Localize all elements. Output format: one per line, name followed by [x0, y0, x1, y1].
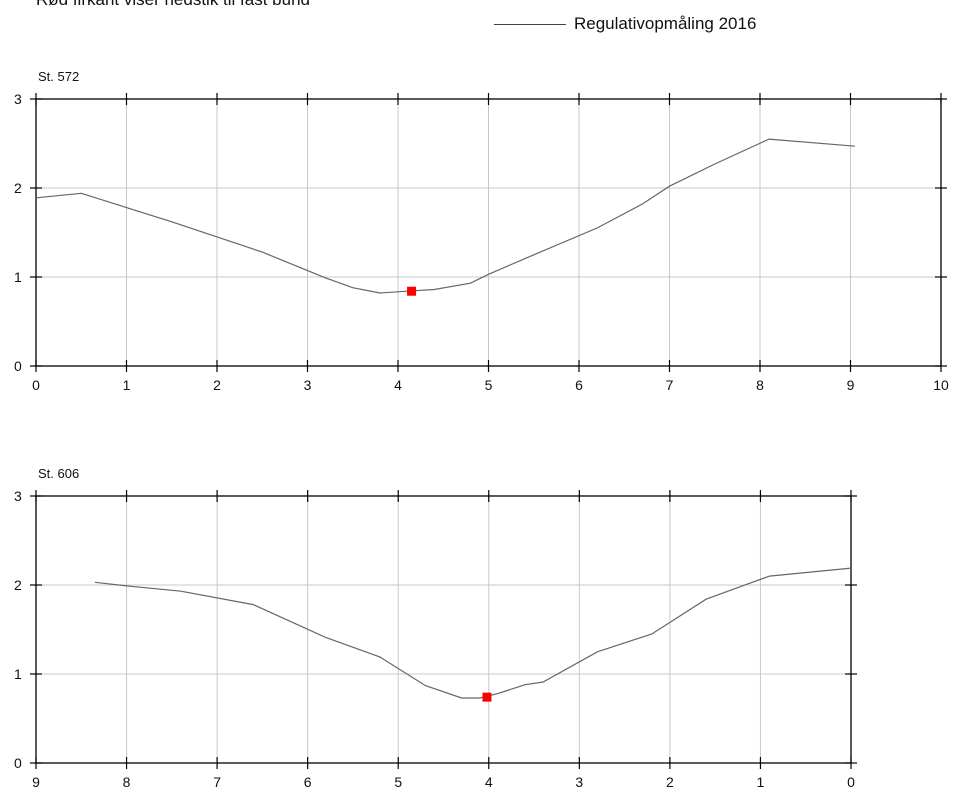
chart-title: St. 572 — [38, 69, 79, 84]
x-tick-label: 3 — [304, 377, 312, 393]
x-tick-label: 2 — [213, 377, 221, 393]
x-tick-label: 4 — [394, 377, 402, 393]
x-tick-label: 8 — [756, 377, 764, 393]
x-tick-label: 2 — [666, 774, 674, 790]
y-tick-label: 3 — [14, 488, 22, 504]
y-tick-label: 3 — [14, 91, 22, 107]
x-tick-label: 5 — [485, 377, 493, 393]
chart-note: Rød firkant viser nedstik til fast bund — [36, 0, 310, 10]
x-tick-label: 0 — [32, 377, 40, 393]
x-tick-label: 8 — [123, 774, 131, 790]
x-tick-label: 7 — [213, 774, 221, 790]
x-tick-label: 3 — [575, 774, 583, 790]
x-tick-label: 6 — [575, 377, 583, 393]
chart-panel-1: St. 572 0 1 2 3 4 5 6 7 8 9 10 0 1 2 3 — [14, 69, 949, 393]
y-tick-label: 1 — [14, 666, 22, 682]
chart-panel-2: St. 606 9 8 7 6 5 4 3 2 1 0 0 1 2 3 — [14, 466, 857, 790]
x-tick-label: 10 — [933, 377, 949, 393]
x-tick-label: 6 — [304, 774, 312, 790]
y-tick-label: 0 — [14, 755, 22, 771]
x-tick-label: 5 — [394, 774, 402, 790]
x-tick-label: 1 — [757, 774, 765, 790]
bottom-marker — [407, 286, 417, 296]
bottom-marker — [482, 692, 492, 702]
legend: Regulativopmåling 2016 — [494, 14, 756, 34]
y-tick-label: 1 — [14, 269, 22, 285]
y-tick-label: 0 — [14, 358, 22, 374]
x-tick-label: 4 — [485, 774, 493, 790]
legend-line-swatch — [494, 23, 566, 25]
y-tick-label: 2 — [14, 180, 22, 196]
x-tick-label: 1 — [123, 377, 131, 393]
chart-title: St. 606 — [38, 466, 79, 481]
legend-label: Regulativopmåling 2016 — [574, 14, 757, 33]
plot-frame — [35, 495, 852, 764]
y-tick-label: 2 — [14, 577, 22, 593]
x-tick-label: 9 — [32, 774, 40, 790]
series-line — [94, 567, 852, 699]
x-tick-label: 9 — [847, 377, 855, 393]
x-tick-label: 7 — [666, 377, 674, 393]
x-tick-label: 0 — [847, 774, 855, 790]
series-line — [35, 138, 856, 294]
